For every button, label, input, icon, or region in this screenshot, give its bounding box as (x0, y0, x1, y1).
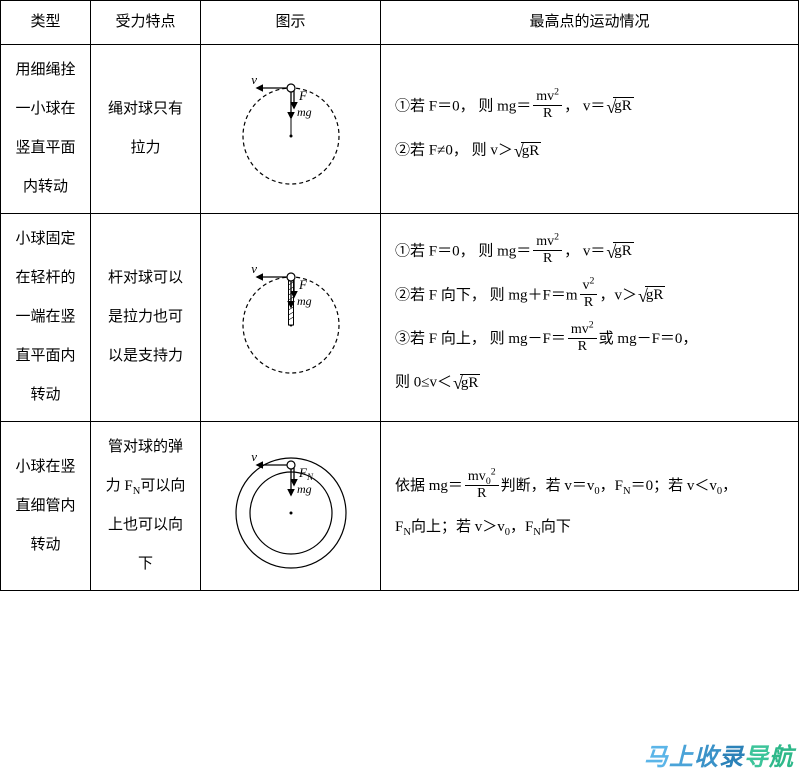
svg-text:mg: mg (297, 482, 312, 496)
type-cell: 小球固定在轻杆的一端在竖直平面内转动 (1, 214, 91, 422)
header-type: 类型 (1, 1, 91, 45)
feature-cell: 杆对球可以是拉力也可以是支持力 (91, 214, 201, 422)
diagram-tube: v FNmg (216, 431, 366, 581)
svg-text:F: F (298, 277, 308, 292)
feature-cell: 绳对球只有拉力 (91, 45, 201, 214)
watermark: 马上收录导航 (644, 737, 794, 772)
watermark-char: 导 (744, 737, 769, 772)
diagram-rod: v Fmg (216, 243, 366, 393)
physics-table: 类型 受力特点 图示 最高点的运动情况 用细绳拴一小球在竖直平面内转动绳对球只有… (0, 0, 799, 591)
watermark-char: 收 (694, 737, 719, 772)
watermark-char: 马 (644, 737, 669, 772)
header-diagram: 图示 (201, 1, 381, 45)
svg-text:v: v (251, 449, 257, 464)
table-row: 用细绳拴一小球在竖直平面内转动绳对球只有拉力 v Fmg ①若 F＝0， 则 mg＝… (1, 45, 799, 214)
header-feature: 受力特点 (91, 1, 201, 45)
motion-cell: ①若 F＝0， 则 mg＝mv2R， v＝√gR②若 F 向下， 则 mg＋F＝… (381, 214, 799, 422)
watermark-char: 录 (719, 737, 744, 772)
feature-cell: 管对球的弹力 FN可以向上也可以向下 (91, 422, 201, 591)
svg-text:FN: FN (298, 465, 314, 482)
header-motion: 最高点的运动情况 (381, 1, 799, 45)
diagram-cell: v Fmg (201, 45, 381, 214)
svg-text:v: v (251, 261, 257, 276)
type-cell: 小球在竖直细管内转动 (1, 422, 91, 591)
diagram-cell: v FNmg (201, 422, 381, 591)
header-row: 类型 受力特点 图示 最高点的运动情况 (1, 1, 799, 45)
motion-cell: 依据 mg＝mv02R判断，若 v＝v0，FN＝0；若 v＜v0，FN向上；若 … (381, 422, 799, 591)
diagram-rope: v Fmg (216, 54, 366, 204)
svg-text:mg: mg (297, 105, 312, 119)
table-row: 小球在竖直细管内转动管对球的弹力 FN可以向上也可以向下 v FNmg 依据 mg＝… (1, 422, 799, 591)
svg-text:mg: mg (297, 294, 312, 308)
svg-text:v: v (251, 72, 257, 87)
table-row: 小球固定在轻杆的一端在竖直平面内转动杆对球可以是拉力也可以是支持力 v Fmg ①若… (1, 214, 799, 422)
motion-cell: ①若 F＝0， 则 mg＝mv2R， v＝√gR②若 F≠0， 则 v＞√gR (381, 45, 799, 214)
diagram-cell: v Fmg (201, 214, 381, 422)
watermark-char: 上 (669, 737, 694, 772)
watermark-char: 航 (769, 737, 794, 772)
svg-text:F: F (298, 88, 308, 103)
type-cell: 用细绳拴一小球在竖直平面内转动 (1, 45, 91, 214)
